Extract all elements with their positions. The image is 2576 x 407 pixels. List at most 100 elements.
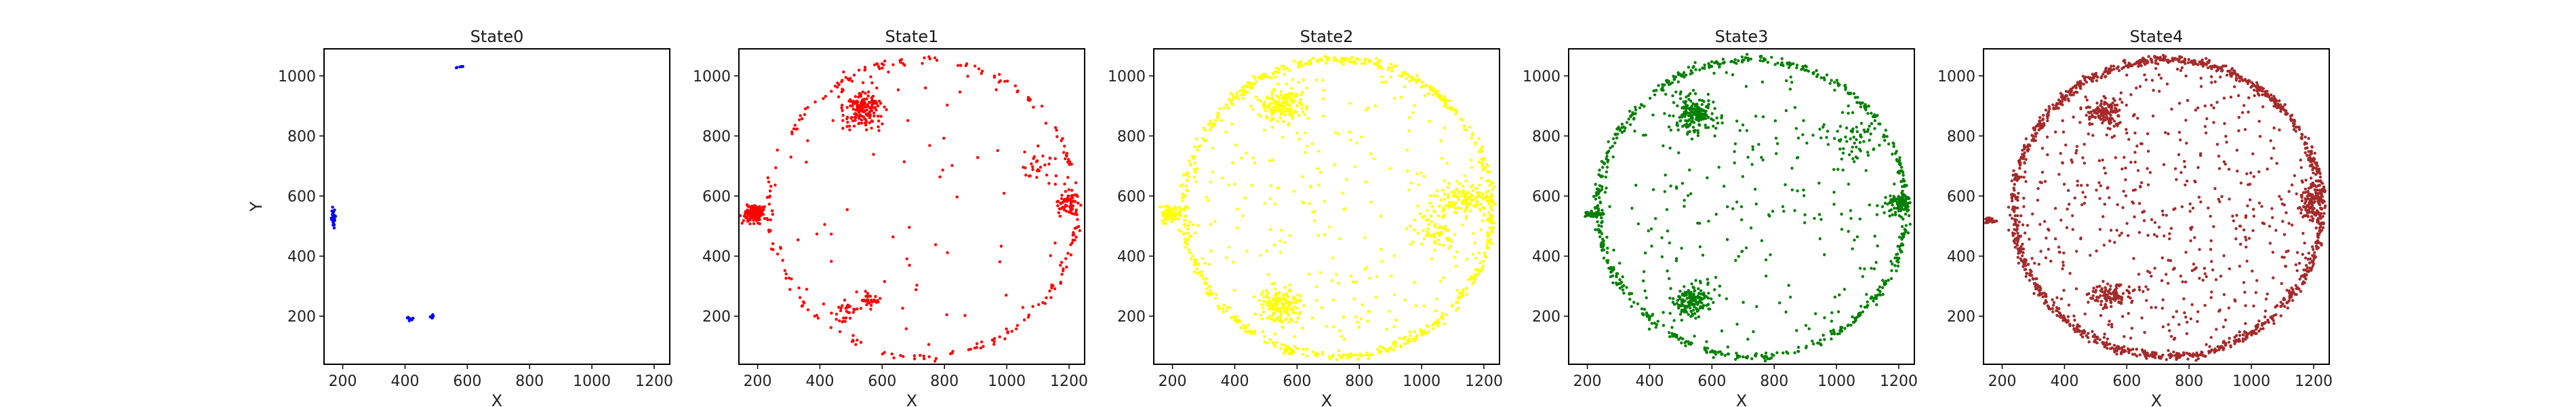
data-point <box>2182 60 2186 64</box>
data-point <box>1880 205 1885 208</box>
data-point <box>1754 352 1758 355</box>
data-point <box>1420 216 1424 219</box>
data-point <box>1605 235 1609 239</box>
data-point <box>2283 103 2287 106</box>
data-point <box>1213 119 1217 122</box>
data-point <box>1720 353 1723 356</box>
data-point <box>2024 157 2028 161</box>
data-point <box>2122 335 2126 338</box>
data-point <box>847 124 851 128</box>
data-point <box>460 64 464 69</box>
data-point <box>1787 284 1790 287</box>
subplot-title: State2 <box>1300 27 1354 46</box>
data-point <box>1648 315 1651 319</box>
data-point <box>2061 260 2065 264</box>
data-point <box>1793 209 1796 212</box>
data-point <box>1700 99 1704 102</box>
data-point <box>2058 311 2061 315</box>
data-point <box>1422 304 1426 308</box>
data-point <box>1841 168 1845 172</box>
data-point <box>1268 197 1272 200</box>
data-point <box>875 86 879 90</box>
data-point <box>1673 77 1676 81</box>
data-point <box>1242 324 1245 328</box>
x-tick-label: 800 <box>1760 373 1788 390</box>
data-point <box>1684 119 1687 122</box>
data-point <box>2127 65 2130 69</box>
data-point <box>850 79 854 83</box>
data-point <box>1602 256 1606 260</box>
data-point <box>1847 104 1850 108</box>
data-point <box>1872 267 1876 271</box>
data-point <box>2162 58 2165 62</box>
data-point <box>1279 316 1283 319</box>
data-point <box>2235 149 2239 152</box>
data-point <box>856 106 860 110</box>
data-point <box>1611 269 1614 273</box>
data-point <box>1670 332 1674 335</box>
data-point <box>870 81 874 85</box>
data-point <box>1693 334 1696 338</box>
data-point <box>1832 332 1836 336</box>
plot-frame <box>1153 48 1500 365</box>
data-point <box>1868 203 1871 207</box>
data-point <box>2307 269 2310 273</box>
data-point <box>1186 178 1189 182</box>
data-point <box>1817 181 1821 185</box>
data-point <box>1636 302 1640 306</box>
data-point <box>1699 289 1703 292</box>
data-point <box>1214 292 1218 296</box>
data-point <box>1786 61 1789 65</box>
y-tick-label: 200 <box>287 309 316 326</box>
data-point <box>2319 216 2322 220</box>
data-point <box>788 288 792 291</box>
data-point <box>1283 106 1286 109</box>
data-point <box>1474 256 1478 260</box>
data-point <box>1486 235 1490 238</box>
data-point <box>1669 185 1672 188</box>
data-point <box>1677 307 1681 310</box>
data-point <box>1612 266 1615 269</box>
data-point <box>1285 100 1289 103</box>
data-point <box>1273 202 1277 206</box>
data-point <box>1379 64 1383 69</box>
data-point <box>1790 188 1794 192</box>
data-point <box>2245 172 2249 176</box>
data-point <box>1271 318 1274 322</box>
data-point <box>2250 81 2254 85</box>
data-point <box>790 277 793 281</box>
data-point <box>2181 280 2184 284</box>
data-point <box>2219 346 2223 349</box>
data-point <box>1901 235 1905 239</box>
data-point <box>2022 263 2026 267</box>
data-point <box>1311 210 1314 214</box>
data-point <box>2125 73 2129 77</box>
data-point <box>1712 71 1716 75</box>
data-point <box>1249 84 1253 88</box>
data-point <box>805 160 808 164</box>
data-point <box>841 119 845 122</box>
data-point <box>2222 293 2226 296</box>
data-point <box>1251 75 1255 78</box>
data-point <box>1726 345 1729 349</box>
data-point <box>2274 229 2278 232</box>
data-point <box>1426 92 1430 96</box>
data-point <box>1838 329 1842 332</box>
data-point <box>1282 101 1286 104</box>
data-point <box>1220 119 1224 122</box>
data-point <box>1605 155 1609 158</box>
data-point <box>1243 91 1246 95</box>
data-point <box>2015 242 2019 246</box>
data-point <box>1683 310 1686 314</box>
data-point <box>1696 134 1700 138</box>
data-point <box>1060 193 1064 197</box>
data-point <box>1273 345 1277 349</box>
data-point <box>1464 179 1468 182</box>
plot-frame <box>738 48 1085 365</box>
data-point <box>331 210 334 213</box>
data-point <box>1601 166 1605 169</box>
data-point <box>792 127 796 131</box>
data-point <box>1279 347 1283 351</box>
data-point <box>1840 157 1843 161</box>
data-point <box>1803 221 1807 225</box>
